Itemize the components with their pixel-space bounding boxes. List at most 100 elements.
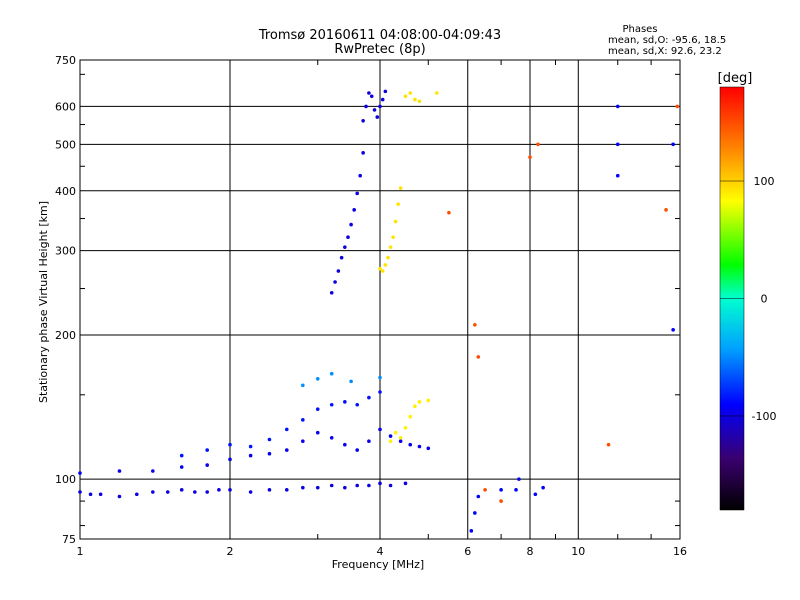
- data-point: [615, 173, 620, 178]
- data-point: [346, 235, 350, 239]
- colorbar-ticks: 100 0 -100: [720, 175, 776, 423]
- data-point: [193, 490, 197, 494]
- data-point: [388, 439, 393, 444]
- data-point: [391, 235, 395, 239]
- data-point: [329, 371, 334, 376]
- data-point: [88, 492, 93, 497]
- data-point: [417, 99, 422, 104]
- data-point: [355, 402, 359, 407]
- y-tick-label: 400: [55, 185, 76, 198]
- data-point: [315, 376, 320, 381]
- data-point: [378, 427, 382, 432]
- phases-mean-o: mean, sd,O: -95.6, 18.5: [608, 35, 726, 46]
- data-point: [499, 488, 503, 492]
- x-tick-label: 2: [227, 545, 234, 558]
- data-point: [301, 383, 305, 388]
- data-point: [393, 219, 398, 224]
- data-point: [349, 379, 353, 384]
- data-point: [205, 448, 209, 452]
- data-point: [378, 481, 382, 486]
- data-point: [383, 263, 388, 267]
- data-point: [615, 142, 620, 147]
- data-point: [403, 94, 408, 99]
- data-point: [476, 355, 481, 359]
- data-point: [358, 173, 362, 178]
- data-point: [267, 451, 272, 456]
- data-point: [378, 390, 382, 394]
- data-point: [267, 437, 272, 442]
- phases-title: Phases: [622, 24, 657, 35]
- data-point: [179, 453, 184, 458]
- data-point: [386, 255, 390, 260]
- data-point: [217, 488, 221, 492]
- data-point: [380, 97, 385, 102]
- data-point: [367, 439, 371, 444]
- data-point: [343, 245, 347, 249]
- data-point: [367, 483, 371, 488]
- data-point: [413, 97, 417, 102]
- data-point: [361, 151, 365, 155]
- data-point: [393, 430, 398, 435]
- data-point: [343, 442, 347, 447]
- data-point: [228, 488, 232, 492]
- data-point: [117, 469, 122, 473]
- data-point: [388, 483, 393, 488]
- data-point: [388, 434, 393, 438]
- data-point: [447, 210, 451, 215]
- data-point: [378, 375, 382, 380]
- data-point: [380, 269, 385, 273]
- data-point: [517, 477, 521, 481]
- data-point: [469, 529, 474, 533]
- data-point: [671, 142, 675, 147]
- data-point: [151, 490, 155, 494]
- data-point: [165, 490, 170, 494]
- data-point: [205, 463, 209, 467]
- data-point: [205, 490, 209, 494]
- data-point: [349, 222, 353, 227]
- data-point: [343, 485, 347, 490]
- data-point: [134, 492, 139, 497]
- data-point: [615, 104, 620, 109]
- data-point: [329, 290, 334, 295]
- data-point: [528, 155, 532, 160]
- data-point: [378, 266, 382, 271]
- data-point: [403, 426, 408, 430]
- colorbar-label: [deg]: [718, 71, 753, 86]
- data-point: [403, 481, 408, 486]
- data-point: [315, 407, 320, 411]
- data-point: [426, 398, 431, 403]
- data-point: [315, 430, 320, 435]
- data-point: [355, 191, 359, 196]
- data-point: [396, 202, 400, 206]
- data-point: [398, 439, 403, 444]
- chart-title: Tromsø 20160611 04:08:00-04:09:43: [258, 28, 501, 43]
- data-point: [315, 485, 320, 490]
- data-point: [372, 108, 377, 112]
- data-point: [78, 471, 82, 475]
- data-point: [367, 395, 371, 400]
- data-point: [267, 488, 272, 492]
- data-point: [473, 511, 477, 515]
- plot-area: 1 2 4 6 8 10 16 75 100 200 300 400 500 600 750: [55, 54, 687, 558]
- data-point: [671, 328, 675, 332]
- data-point: [383, 89, 388, 94]
- data-point: [228, 457, 232, 462]
- y-tick-label: 100: [55, 473, 76, 486]
- data-point: [98, 492, 103, 497]
- data-point: [413, 404, 417, 409]
- data-point: [355, 483, 359, 488]
- data-point: [533, 492, 538, 497]
- y-tick-label: 200: [55, 329, 76, 342]
- data-point: [606, 442, 611, 447]
- data-point: [355, 448, 359, 452]
- data-point: [514, 488, 518, 492]
- data-point: [417, 400, 422, 404]
- y-tick-label: 300: [55, 245, 76, 258]
- x-tick-label: 6: [464, 545, 471, 558]
- data-point: [361, 118, 365, 123]
- axis-ticks: 1 2 4 6 8 10 16 75 100 200 300 400 500 600 750: [55, 54, 687, 558]
- data-point: [434, 91, 439, 95]
- data-point: [664, 208, 668, 212]
- data-point: [329, 435, 334, 440]
- y-tick-label: 750: [55, 54, 76, 67]
